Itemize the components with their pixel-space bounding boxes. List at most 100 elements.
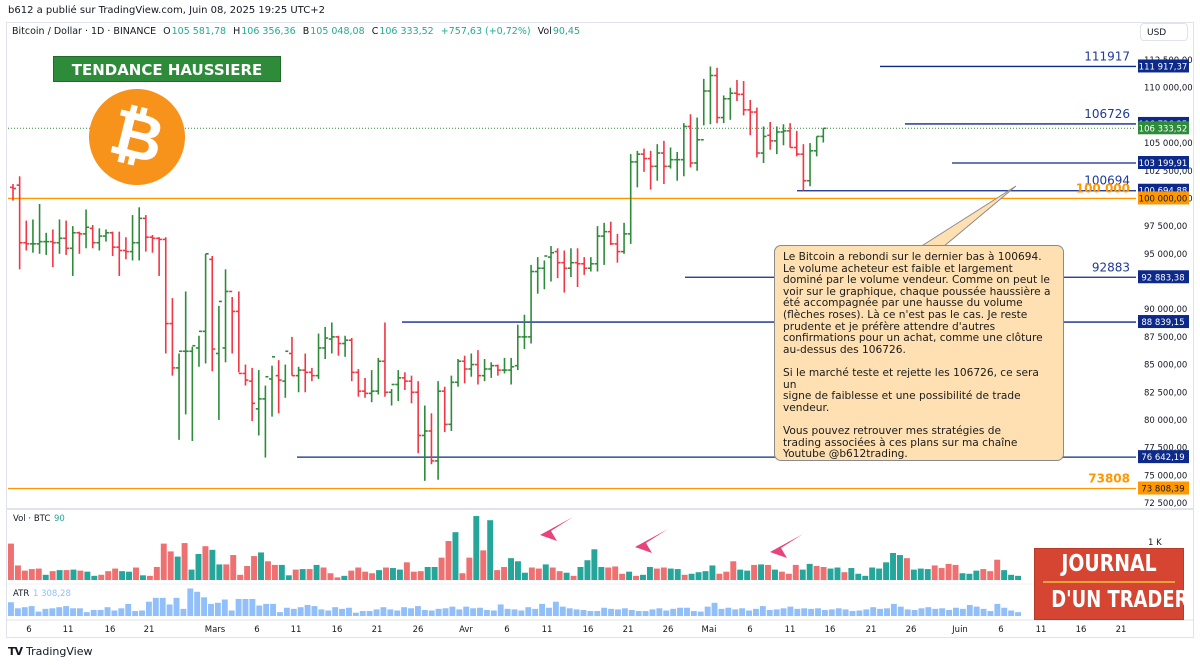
volume-bar	[167, 551, 174, 580]
volume-bar	[271, 564, 278, 580]
volume-bar	[35, 568, 42, 580]
volume-bar	[1001, 570, 1008, 580]
volume-bar	[681, 574, 688, 580]
atr-bar	[863, 609, 870, 616]
volume-bar	[1008, 574, 1015, 580]
ohlc-legend: Bitcoin / Dollar · 1D · BINANCE O105 581…	[12, 26, 581, 37]
atr-bar	[835, 608, 842, 616]
volume-bar	[584, 560, 591, 580]
atr-bar	[263, 603, 270, 616]
volume-bar	[695, 572, 702, 580]
price-tag	[1138, 481, 1189, 495]
atr-bar	[966, 605, 973, 616]
atr-bar	[821, 609, 828, 616]
volume-bar	[424, 567, 431, 580]
volume-bar	[133, 567, 139, 580]
atr-bar	[884, 608, 890, 616]
open-value: 105 581,78	[171, 26, 227, 37]
x-tick-label: 21	[144, 625, 155, 635]
atr-bar	[304, 605, 311, 616]
atr-bar	[615, 609, 621, 616]
level-label: 111917	[1084, 49, 1130, 63]
y-tick-label: 72 500,00	[1144, 499, 1187, 509]
currency-button[interactable]: USD	[1140, 23, 1188, 41]
atr-bar	[635, 611, 642, 616]
atr-bar	[132, 611, 139, 616]
volume-bar	[917, 568, 924, 580]
volume-bar	[49, 571, 56, 580]
volume-bar	[320, 567, 327, 580]
volume-bar	[848, 568, 855, 580]
atr-bar	[56, 607, 63, 616]
current-price-tag	[1138, 121, 1189, 135]
volume-bar	[237, 574, 244, 580]
x-tick-label: 6	[254, 625, 259, 635]
tradingview-logo: TV TradingView	[8, 645, 93, 658]
volume-bar	[730, 561, 737, 580]
y-tick-label: 87 500,00	[1144, 333, 1187, 343]
atr-bar	[70, 608, 76, 616]
x-tick-label: Juin	[951, 625, 968, 635]
atr-bar	[42, 608, 49, 616]
x-tick-label: Mars	[205, 625, 226, 635]
atr-bar	[145, 601, 152, 616]
atr-bar	[759, 606, 766, 616]
atr-bar	[518, 610, 525, 616]
volume-bar	[598, 567, 605, 580]
svg-text:73 808,39: 73 808,39	[1141, 485, 1184, 495]
atr-bar	[449, 606, 456, 616]
volume-bar	[716, 573, 723, 580]
atr-bar	[566, 608, 573, 616]
volume-bar	[570, 575, 577, 580]
volume-bar	[223, 564, 230, 580]
atr-bar	[594, 611, 601, 616]
volume-bar	[292, 569, 299, 580]
atr-bar	[477, 607, 483, 616]
volume-bar	[640, 574, 646, 580]
volume-bar	[938, 568, 945, 580]
volume-bar	[501, 567, 508, 580]
volume-bar	[896, 555, 903, 580]
atr-bar	[801, 608, 808, 616]
volume-bar	[126, 571, 133, 580]
volume-bar	[216, 564, 223, 580]
atr-bar	[773, 609, 780, 616]
atr-bar	[256, 605, 263, 616]
volume-bar	[709, 565, 716, 580]
atr-bar	[332, 607, 339, 616]
atr-bar	[497, 604, 504, 616]
price-tag	[1138, 191, 1189, 205]
atr-bar	[718, 608, 725, 616]
atr-bar	[325, 610, 332, 616]
atr-bar	[1015, 612, 1021, 616]
volume-bar	[973, 570, 980, 580]
volume-bar	[473, 516, 480, 580]
atr-bar	[546, 607, 552, 616]
price-tag	[1138, 315, 1189, 329]
price-tag	[1138, 59, 1189, 73]
atr-value: 1 308,28	[33, 589, 71, 599]
atr-bar	[187, 588, 194, 616]
atr-bar	[663, 610, 670, 616]
atr-bar	[697, 611, 704, 616]
volume-bar	[994, 559, 1001, 580]
publisher-line: b612 a publié sur TradingView.com, Juin …	[8, 5, 325, 16]
atr-bar	[946, 609, 953, 616]
level-label: 92883	[1092, 260, 1130, 274]
volume-bar	[910, 569, 917, 580]
atr-bar	[911, 609, 918, 616]
atr-bar	[14, 608, 21, 616]
atr-bar	[483, 609, 490, 616]
atr-bar	[28, 606, 35, 616]
analysis-note: Le Bitcoin a rebondi sur le dernier bas …	[774, 245, 1064, 461]
atr-bar	[808, 608, 815, 616]
atr-bar	[849, 611, 856, 616]
atr-bar	[987, 611, 994, 616]
atr-bar	[732, 609, 739, 616]
atr-bar	[152, 597, 159, 616]
volume-bar	[258, 552, 264, 580]
low-value: 105 048,08	[310, 26, 365, 37]
atr-bar	[628, 609, 635, 616]
volume-bar	[966, 573, 973, 580]
